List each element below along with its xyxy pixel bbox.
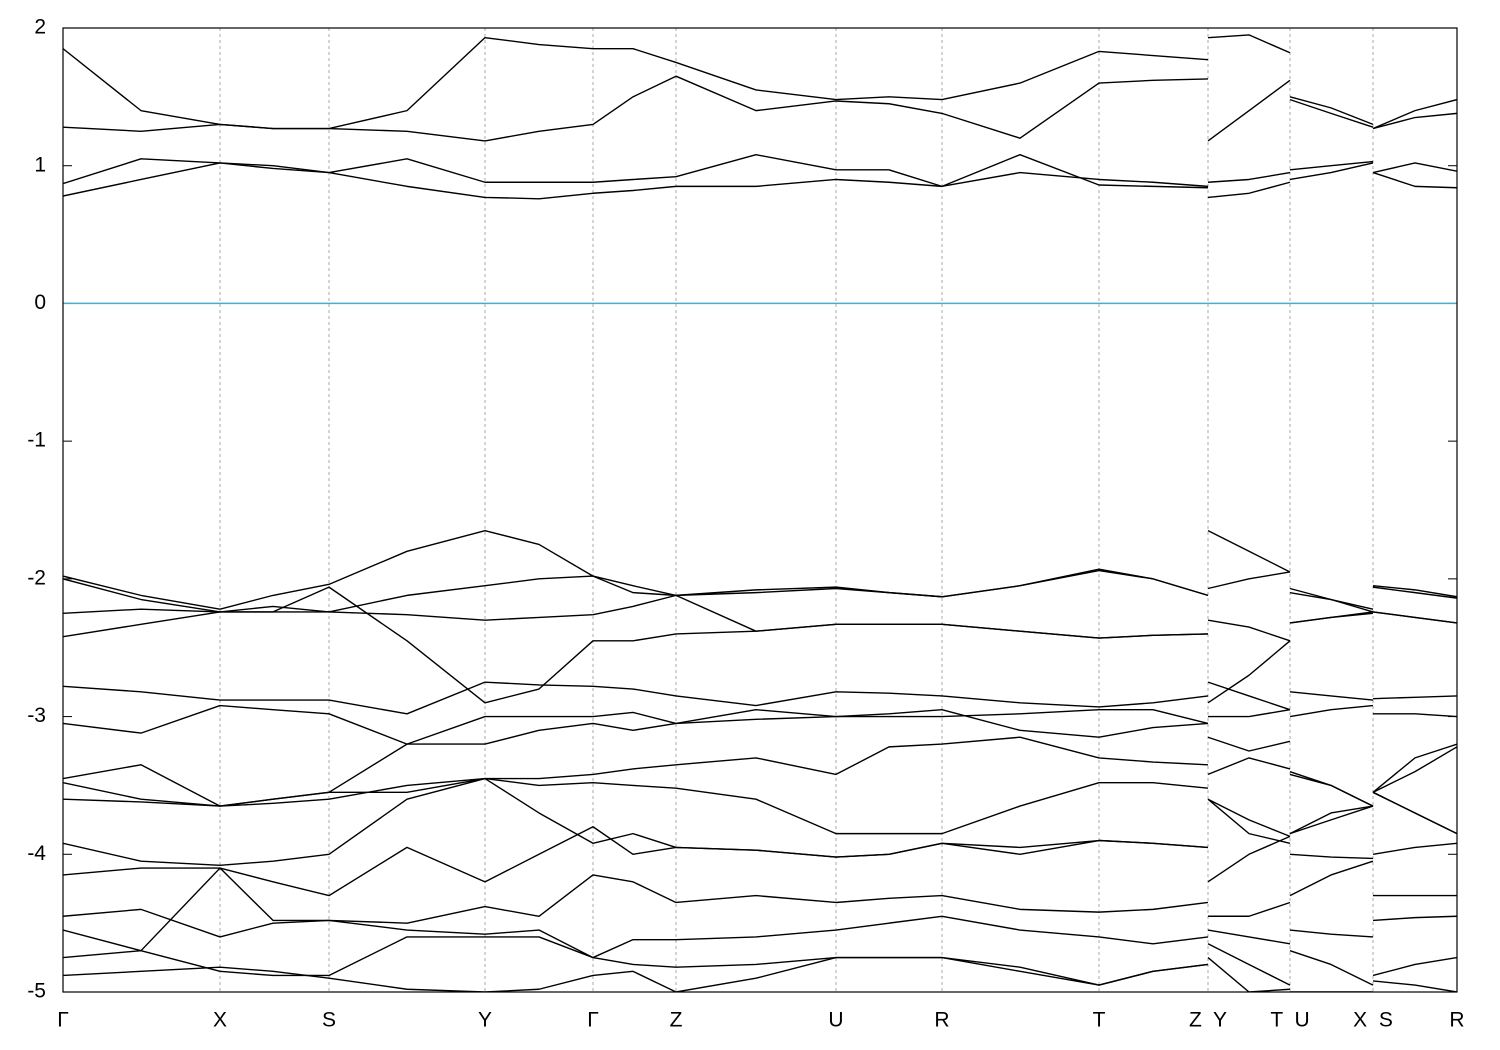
y-tick-label: 0 [34,291,46,314]
band-line [63,529,1457,610]
band-line [63,743,1457,897]
y-tick-label: -1 [27,429,46,452]
x-tick-label: R [934,1009,949,1032]
band-line [63,594,1457,642]
bands [63,34,1457,992]
x-tick-label: S [322,1009,336,1032]
y-tick-label: 2 [34,16,46,39]
band-line [63,154,1457,189]
x-tick-label: Y [478,1009,492,1032]
y-tick-label: 1 [34,153,46,176]
x-tick-label: R [1449,1009,1464,1032]
band-line [63,777,1457,844]
band-line [63,704,1457,745]
x-tick-label: Z Y [1189,1009,1227,1032]
band-line [63,708,1457,807]
x-tick-label: X [213,1009,227,1032]
y-tick-label: -2 [27,566,46,589]
band-line [63,34,1457,130]
band-line [63,569,1457,613]
band-line [63,860,1457,938]
x-tick-label: T [1093,1009,1106,1032]
band-line [63,681,1457,715]
band-line [63,867,1457,959]
x-tick-label: Γ [57,1009,69,1032]
band-line [63,956,1457,992]
x-tick-label: Γ [587,1009,599,1032]
band-line [63,736,1457,835]
band-line [63,777,1457,883]
x-tick-label: Z [670,1009,683,1032]
band-line [63,75,1457,142]
y-tick-label: -3 [27,704,46,727]
y-tick-label: -5 [27,980,46,1003]
x-tick-label: X S [1353,1009,1393,1032]
band-line [63,936,1457,986]
band-line [63,586,1457,704]
plot-frame [62,27,1458,993]
x-tick-label: U [828,1009,843,1032]
band-line [63,162,1457,200]
x-tick-label: T U [1270,1009,1309,1032]
y-tick-label: -4 [27,842,46,865]
